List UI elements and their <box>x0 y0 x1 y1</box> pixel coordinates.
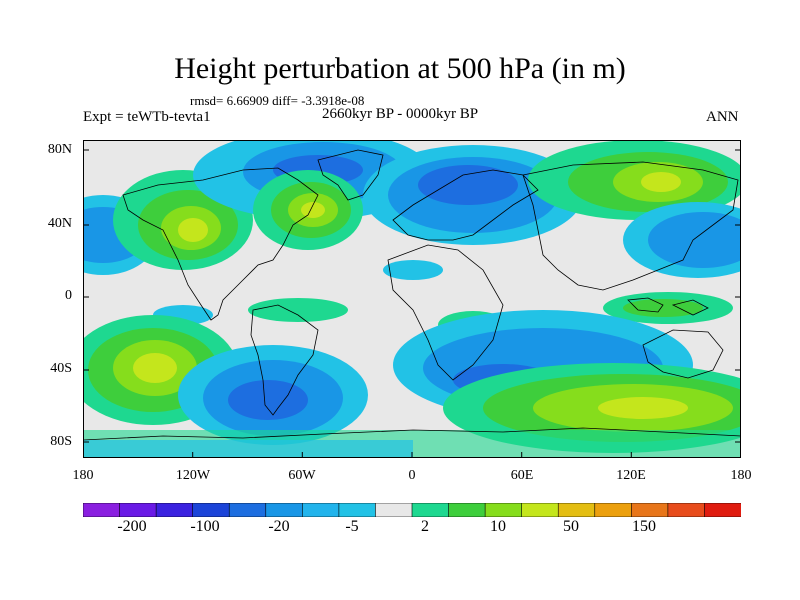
colorbar-swatch <box>302 503 340 517</box>
stats-text: rmsd= 6.66909 diff= -3.3918e-08 <box>190 93 365 108</box>
colorbar-swatch <box>155 503 194 517</box>
colorbar-swatch <box>521 503 560 517</box>
colorbar-swatch <box>557 503 596 517</box>
lat-label-40n: 40N <box>47 216 72 231</box>
colorbar-swatch <box>119 503 157 517</box>
lon-label-180e: 180 <box>730 468 752 483</box>
lat-label-0: 0 <box>65 288 72 303</box>
colorbar-swatch <box>594 503 633 517</box>
colorbar-label-4: -5 <box>345 518 359 535</box>
colorbar-label-7: 50 <box>563 518 579 535</box>
colorbar-swatch <box>375 503 413 517</box>
colorbar-swatch <box>484 503 523 517</box>
lat-label-80s: 80S <box>50 434 72 449</box>
colorbar-label-2: -100 <box>190 518 220 535</box>
contour-map <box>83 140 741 458</box>
experiment-label: Expt = teWTb-tevta1 <box>83 109 211 125</box>
lat-label-80n: 80N <box>47 142 72 157</box>
lon-label-180w: 180 <box>72 468 94 483</box>
colorbar-label-6: 10 <box>490 518 506 535</box>
coastline <box>83 149 741 441</box>
colorbar-swatch <box>192 503 231 517</box>
season-label: ANN <box>706 109 739 125</box>
lon-label-0: 0 <box>408 468 416 483</box>
colorbar-swatch <box>265 503 304 517</box>
lon-label-120e: 120E <box>616 468 646 483</box>
colorbar-swatch <box>667 503 706 517</box>
colorbar-swatch <box>631 503 669 517</box>
colorbar-swatch <box>704 503 741 517</box>
colorbar <box>83 503 741 517</box>
period-label: 2660kyr BP - 0000kyr BP <box>322 106 479 122</box>
colorbar-swatch <box>228 503 267 517</box>
map-frame <box>83 140 741 458</box>
lon-label-60e: 60E <box>510 468 534 483</box>
colorbar-label-8: 150 <box>632 518 656 535</box>
lon-label-60w: 60W <box>288 468 316 483</box>
colorbar-swatch <box>338 503 377 517</box>
colorbar-label-3: -20 <box>268 518 290 535</box>
colorbar-swatch <box>448 503 486 517</box>
colorbar-label-1: -200 <box>117 518 147 535</box>
colorbar-swatch <box>83 503 121 517</box>
contour-field <box>83 140 741 458</box>
lon-label-120w: 120W <box>175 468 211 483</box>
lat-label-40s: 40S <box>50 361 72 376</box>
figure-title: Height perturbation at 500 hPa (in m) <box>174 52 626 85</box>
colorbar-swatch <box>411 503 450 517</box>
colorbar-label-5: 2 <box>421 518 429 535</box>
